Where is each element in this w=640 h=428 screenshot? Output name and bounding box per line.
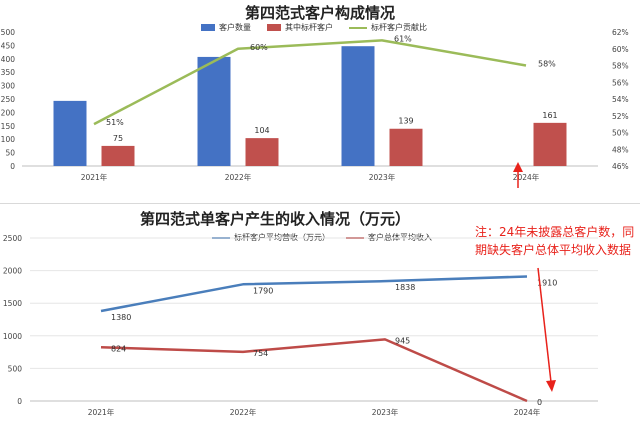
chart1-x-tick-label: 2024年	[513, 172, 540, 182]
chart1-left-tick-label: 400	[1, 55, 16, 64]
chart1-x-tick-label: 2021年	[81, 172, 108, 182]
legend-item-benchmark: 其中标杆客户	[267, 22, 333, 33]
chart1-right-tick-label: 56%	[612, 78, 629, 87]
chart2-y-tick-label: 1000	[3, 332, 22, 341]
chart1-bar-customers	[197, 56, 231, 167]
chart1-bar-label: 139	[398, 117, 413, 126]
chart1-legend: 客户数量 其中标杆客户 标杆客户贡献比	[201, 22, 427, 33]
chart2-title: 第四范式单客户产生的收入情况（万元）	[140, 210, 411, 228]
chart1-left-tick-label: 500	[1, 28, 16, 37]
chart1-left-tick-label: 200	[1, 108, 16, 117]
legend-swatch-benchmark	[267, 24, 281, 31]
chart1-left-tick-label: 450	[1, 41, 16, 50]
chart1-ratio-line	[93, 39, 527, 126]
chart1-bar-benchmark	[389, 128, 423, 166]
chart1-left-tick-label: 250	[1, 95, 16, 104]
chart1-line-label: 51%	[106, 118, 124, 127]
chart1-right-tick-label: 46%	[612, 162, 629, 171]
chart1-bar-label: 75	[113, 134, 123, 143]
chart2-x-tick-label: 2022年	[230, 407, 257, 417]
chart1-bar-benchmark	[533, 122, 567, 166]
annotation-note: 注：24年未披露总客户数，同期缺失客户总体平均收入数据	[475, 225, 635, 257]
chart1-bar-label: 104	[254, 126, 269, 135]
chart2-point-label: 1380	[111, 313, 131, 322]
chart2-x-tick-label: 2024年	[514, 407, 541, 417]
legend-item-ratio: 标杆客户贡献比	[349, 22, 427, 33]
chart1-right-tick-label: 50%	[612, 129, 629, 138]
chart1-right-tick-label: 60%	[612, 45, 629, 54]
chart1-left-tick-label: 150	[1, 122, 16, 131]
legend-label-ratio: 标杆客户贡献比	[371, 23, 427, 32]
chart2-point-label: 824	[111, 344, 126, 353]
annotation-arrow-down-head	[546, 380, 556, 392]
legend-swatch-ratio	[349, 26, 367, 29]
chart2-overall-income-line	[100, 338, 528, 403]
chart1-bar-label: 161	[542, 111, 557, 120]
chart1-right-tick-label: 62%	[612, 28, 629, 37]
chart2-y-tick-label: 0	[17, 397, 22, 406]
chart1-bar-customers	[53, 100, 87, 166]
chart2-point-label: 1838	[395, 283, 415, 292]
chart2-point-label: 754	[253, 349, 268, 358]
legend-label-customers: 客户数量	[219, 23, 251, 32]
chart1-left-tick-label: 350	[1, 68, 16, 77]
annotation-arrow-up-head	[513, 162, 523, 172]
chart2-y-tick-label: 2500	[3, 234, 22, 243]
chart1-line-label: 61%	[394, 34, 412, 43]
chart1-x-tick-label: 2023年	[369, 172, 396, 182]
chart2-point-label: 945	[395, 336, 410, 345]
chart1-left-tick-label: 0	[10, 162, 15, 171]
chart1-bar-benchmark	[245, 138, 279, 166]
chart1-x-tick-label: 2022年	[225, 172, 252, 182]
legend-swatch-customers	[201, 24, 215, 31]
chart2-y-tick-label: 1500	[3, 299, 22, 308]
chart1-title: 第四范式客户构成情况	[244, 4, 395, 22]
chart2-benchmark-revenue-line	[100, 275, 528, 313]
annotation-arrow-down-shaft	[537, 267, 552, 383]
chart-divider	[0, 203, 640, 204]
chart1-line-label: 58%	[538, 60, 556, 69]
chart1-left-tick-label: 50	[5, 149, 15, 158]
chart2-point-label: 1790	[253, 286, 273, 295]
chart2-point-label: 1910	[537, 278, 557, 287]
chart1-right-tick-label: 48%	[612, 145, 629, 154]
chart1-right-tick-label: 52%	[612, 112, 629, 121]
chart2-x-tick-label: 2021年	[88, 407, 115, 417]
chart1-right-tick-label: 58%	[612, 62, 629, 71]
legend-item-customers: 客户数量	[201, 22, 251, 33]
chart2-point-label: 0	[537, 398, 542, 407]
legend-label-benchmark: 其中标杆客户	[285, 23, 333, 32]
chart1-right-tick-label: 54%	[612, 95, 629, 104]
chart1-bar-benchmark	[101, 145, 135, 166]
chart1-bar-customers	[341, 46, 375, 167]
chart1-left-tick-label: 100	[1, 135, 16, 144]
chart2-y-tick-label: 2000	[3, 267, 22, 276]
chart2-x-tick-label: 2023年	[372, 407, 399, 417]
chart1-left-tick-label: 300	[1, 82, 16, 91]
chart2-y-tick-label: 500	[8, 364, 23, 373]
chart1-line-label: 60%	[250, 43, 268, 52]
